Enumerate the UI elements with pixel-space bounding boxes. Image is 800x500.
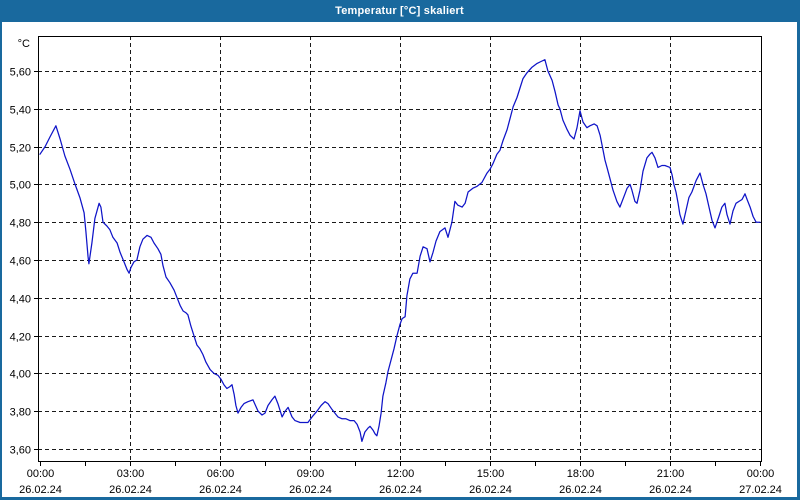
y-tick-label: 4,40 — [10, 294, 31, 306]
x-tick-date-label: 26.02.24 — [469, 484, 512, 496]
x-tick-date-label: 26.02.24 — [289, 484, 332, 496]
x-tick-time-label: 21:00 — [657, 468, 685, 480]
y-tick-label: 3,80 — [10, 407, 31, 419]
x-tick-date-label: 27.02.24 — [739, 484, 782, 496]
y-axis-unit-label: °C — [18, 38, 30, 50]
x-tick-time-label: 00:00 — [747, 468, 775, 480]
y-tick-label: 5,60 — [10, 67, 31, 79]
window-title: Temperatur [°C] skaliert — [335, 5, 464, 17]
y-tick-label: 4,60 — [10, 256, 31, 268]
x-tick-date-label: 26.02.24 — [379, 484, 422, 496]
chart-area: 5,60 5,40 5,20 5,00 4,80 4,60 4,40 4,20 4,00 3,80… — [2, 22, 797, 497]
x-tick-date-label: 26.02.24 — [649, 484, 692, 496]
y-tick-label: 4,00 — [10, 369, 31, 381]
y-tick-label: 4,80 — [10, 218, 31, 230]
x-tick-date-label: 26.02.24 — [199, 484, 242, 496]
temperature-line-chart: 5,60 5,40 5,20 5,00 4,80 4,60 4,40 4,20 4,00 3,80… — [10, 36, 782, 496]
x-tick-date-label: 26.02.24 — [19, 484, 62, 496]
x-tick-time-label: 03:00 — [117, 468, 145, 480]
y-tick-label: 3,60 — [10, 445, 31, 457]
x-tick-time-label: 09:00 — [297, 468, 325, 480]
window-titlebar[interactable]: Temperatur [°C] skaliert — [2, 0, 797, 22]
temperature-series-line — [39, 59, 761, 443]
y-tick-label: 5,40 — [10, 105, 31, 117]
x-tick-time-label: 06:00 — [207, 468, 235, 480]
x-tick-time-label: 15:00 — [477, 468, 505, 480]
y-tick-label: 5,00 — [10, 180, 31, 192]
x-tick-time-label: 18:00 — [567, 468, 595, 480]
x-tick-date-label: 26.02.24 — [109, 484, 152, 496]
x-tick-time-label: 12:00 — [387, 468, 415, 480]
y-tick-label: 4,20 — [10, 332, 31, 344]
x-tick-date-label: 26.02.24 — [559, 484, 602, 496]
x-tick-time-label: 00:00 — [27, 468, 55, 480]
plot-frame — [38, 36, 762, 462]
y-tick-label: 5,20 — [10, 143, 31, 155]
